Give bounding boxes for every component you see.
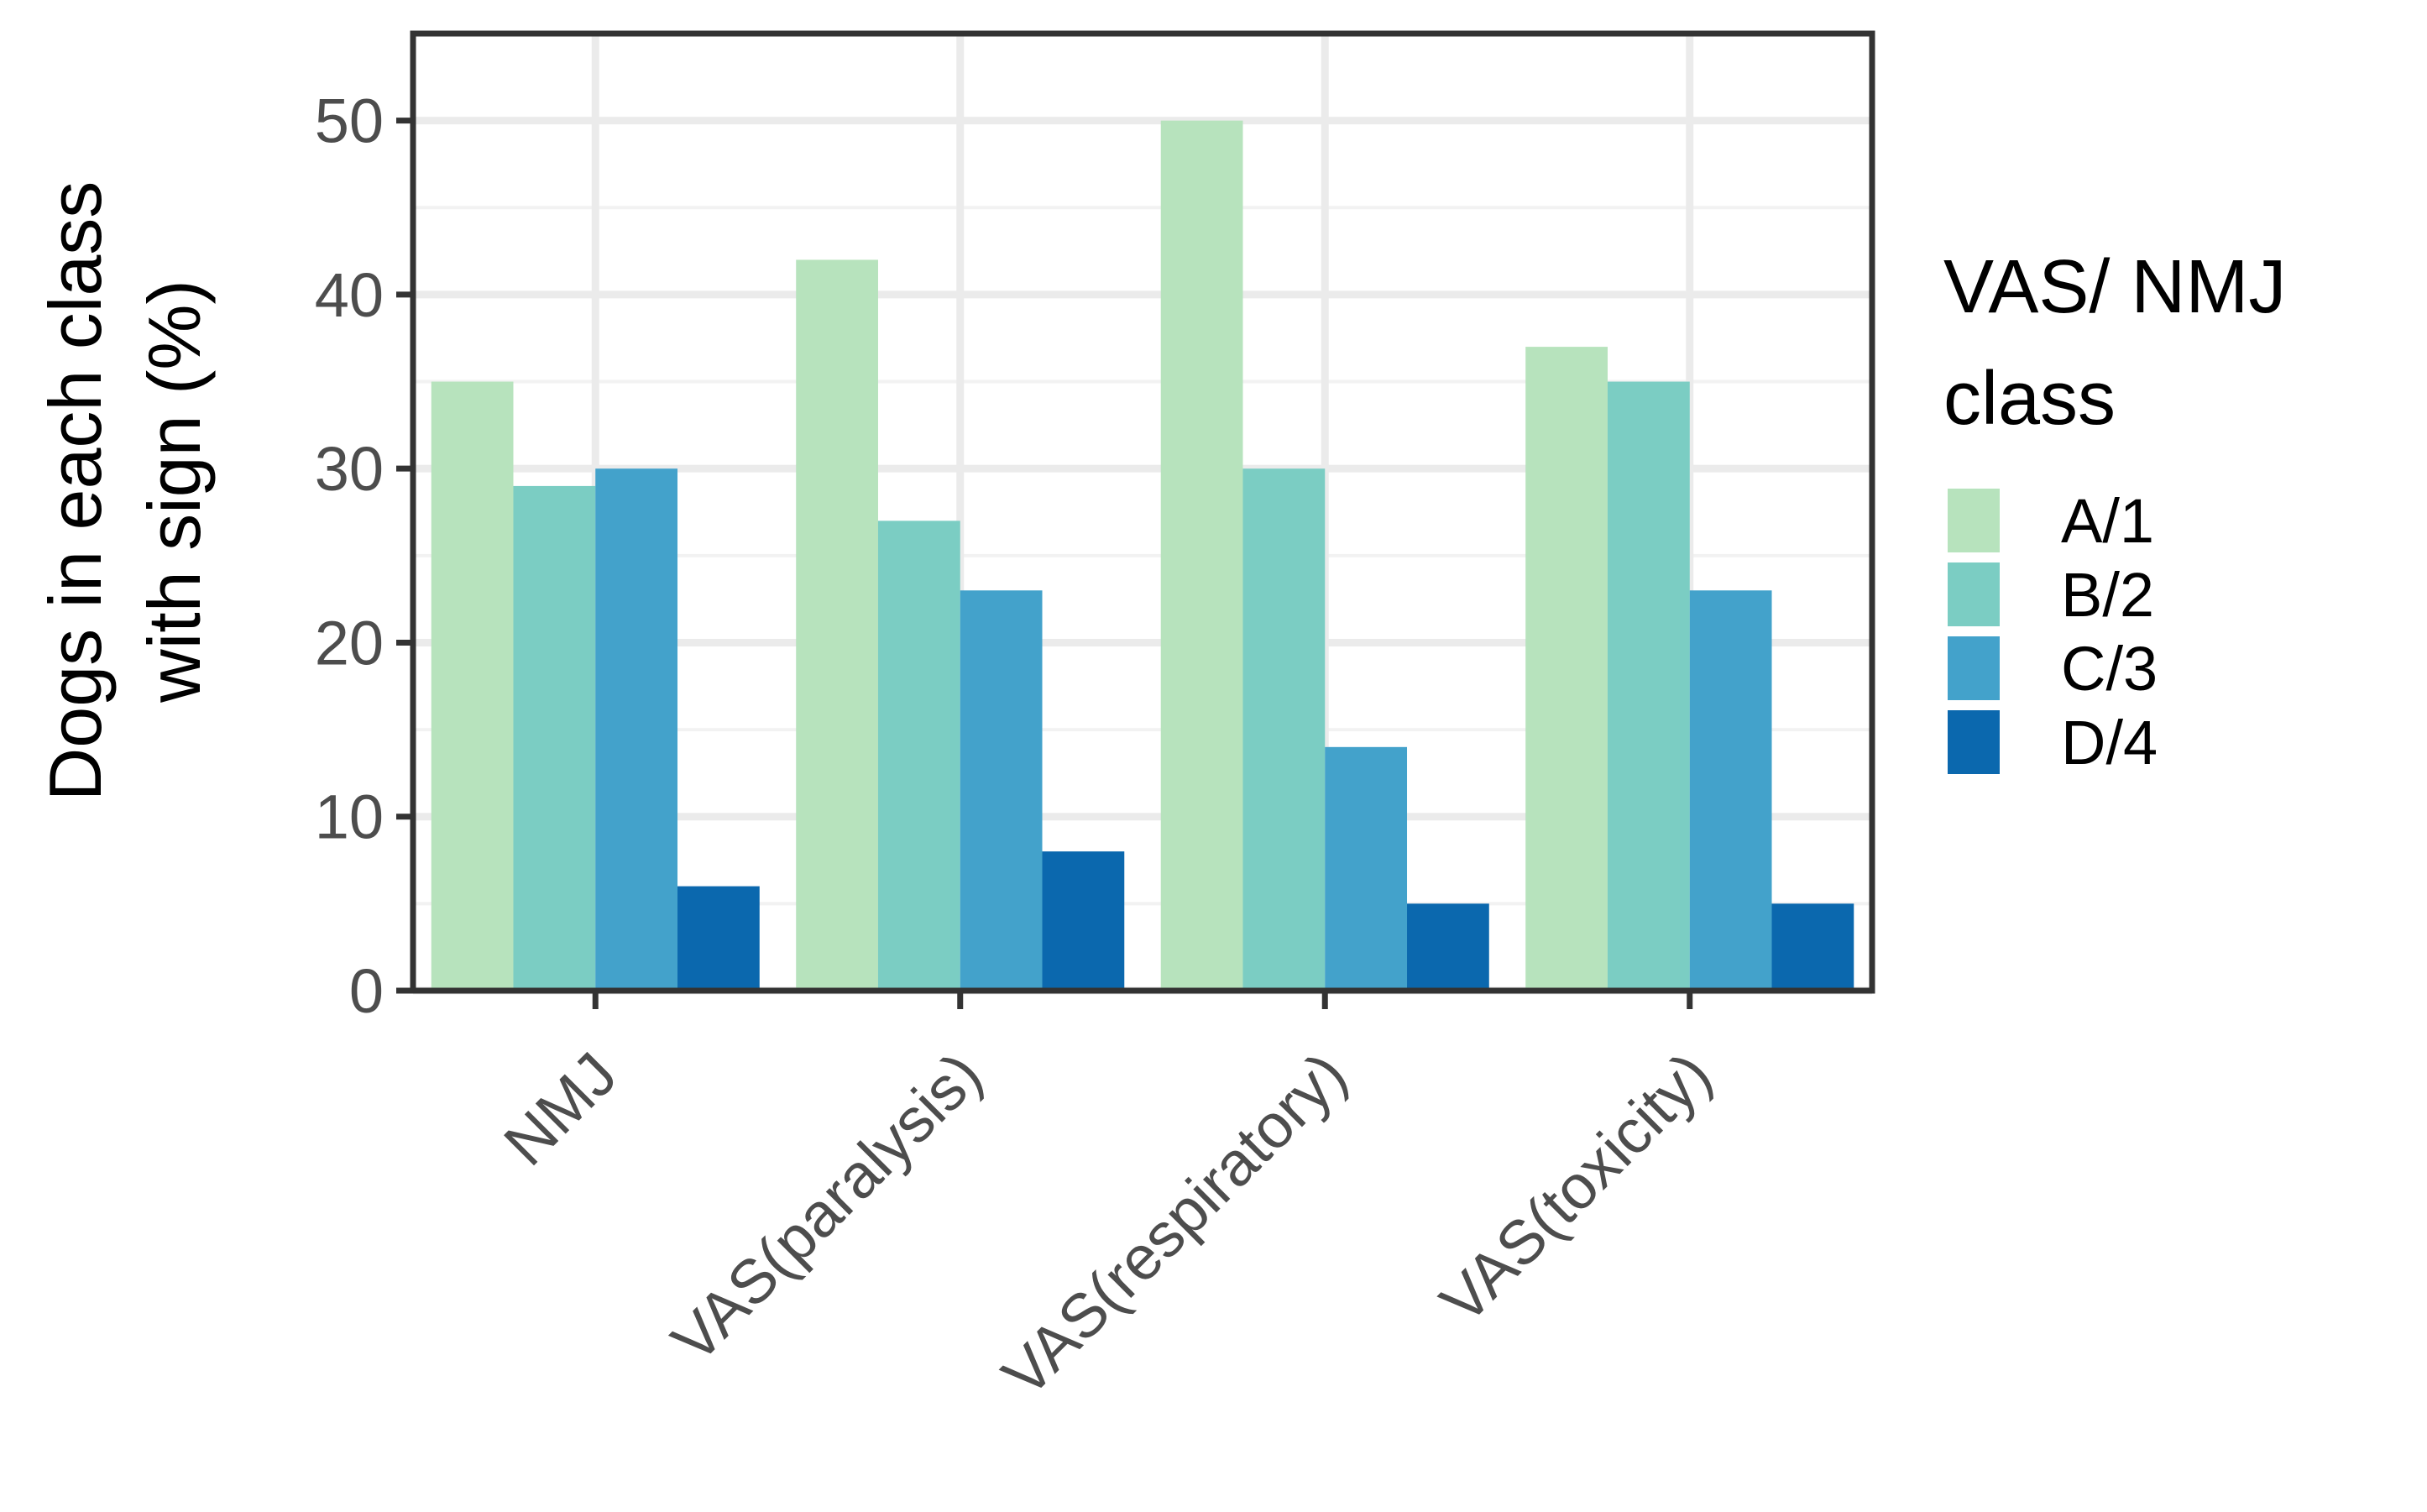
bar-a-1-3	[1525, 347, 1608, 991]
y-tick-label: 10	[315, 782, 384, 852]
legend: VAS/ NMJ class A/1B/2C/3D/4	[1943, 245, 2286, 777]
legend-title-line-1: VAS/ NMJ	[1943, 245, 2286, 329]
bar-d-4-2	[1407, 903, 1489, 991]
legend-label: D/4	[2061, 708, 2158, 777]
y-axis-title: Dogs in each class with sign (%)	[34, 181, 216, 802]
y-tick-label: 50	[315, 86, 384, 156]
legend-label: A/1	[2061, 486, 2154, 556]
panel-border	[410, 30, 1875, 994]
bar-c-3-1	[960, 590, 1043, 991]
legend-label: C/3	[2061, 634, 2158, 704]
bar-c-3-3	[1689, 590, 1772, 991]
bar-d-4-3	[1771, 903, 1854, 991]
bar-b-2-1	[877, 521, 960, 991]
bars	[431, 120, 1854, 991]
y-axis-title-line-1: Dogs in each class	[34, 181, 117, 802]
legend-items: A/1B/2C/3D/4	[1948, 486, 2158, 777]
legend-label: B/2	[2061, 560, 2154, 630]
y-tick-label: 40	[315, 260, 384, 330]
bar-a-1-1	[796, 259, 878, 991]
legend-key-c-3	[1948, 636, 2000, 700]
bar-b-2-2	[1242, 468, 1326, 991]
y-axis-title-line-2: with sign (%)	[133, 280, 216, 704]
y-tick-label: 30	[315, 434, 384, 504]
bar-c-3-2	[1325, 746, 1408, 991]
y-tick-label: 20	[315, 608, 384, 678]
bar-a-1-0	[431, 381, 514, 991]
bar-c-3-0	[595, 468, 678, 991]
bar-b-2-0	[513, 485, 596, 991]
bar-b-2-3	[1607, 381, 1690, 991]
bar-a-1-2	[1160, 120, 1243, 991]
legend-title-line-2: class	[1943, 357, 2116, 441]
bar-d-4-1	[1042, 851, 1125, 991]
legend-key-b-2	[1948, 562, 2000, 626]
y-tick-label: 0	[349, 956, 384, 1026]
bar-d-4-0	[677, 886, 760, 991]
legend-key-d-4	[1948, 710, 2000, 774]
legend-key-a-1	[1948, 489, 2000, 552]
